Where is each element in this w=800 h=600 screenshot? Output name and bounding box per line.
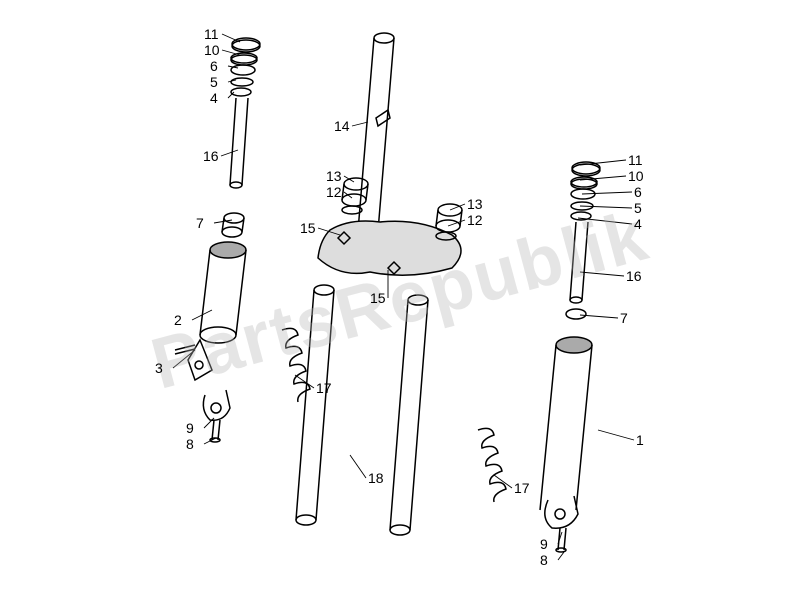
callout-7: 7 [620, 310, 628, 326]
callout-11: 11 [204, 26, 219, 42]
callout-12: 12 [467, 212, 483, 228]
callout-7: 7 [196, 215, 204, 231]
callout-18: 18 [368, 470, 384, 486]
callout-16: 16 [203, 148, 219, 164]
leader-lines [0, 0, 800, 600]
callout-6: 6 [634, 184, 642, 200]
callout-8: 8 [186, 436, 194, 452]
callout-15: 15 [300, 220, 316, 236]
callout-10: 10 [204, 42, 220, 58]
callout-4: 4 [210, 90, 218, 106]
callout-5: 5 [634, 200, 642, 216]
callout-8: 8 [540, 552, 548, 568]
callout-15: 15 [370, 290, 386, 306]
callout-9: 9 [186, 420, 194, 436]
callout-14: 14 [334, 118, 350, 134]
callout-10: 10 [628, 168, 644, 184]
callout-5: 5 [210, 74, 218, 90]
callout-17: 17 [514, 480, 530, 496]
callout-16: 16 [626, 268, 642, 284]
callout-17: 17 [316, 380, 332, 396]
callout-6: 6 [210, 58, 218, 74]
callout-13: 13 [467, 196, 483, 212]
callout-12: 12 [326, 184, 342, 200]
parts-diagram: PartsRepublik 11106541416131211106541312… [0, 0, 800, 600]
callout-9: 9 [540, 536, 548, 552]
callout-4: 4 [634, 216, 642, 232]
callout-3: 3 [155, 360, 163, 376]
callout-13: 13 [326, 168, 342, 184]
callout-2: 2 [174, 312, 182, 328]
callout-11: 11 [628, 152, 643, 168]
callout-1: 1 [636, 432, 644, 448]
